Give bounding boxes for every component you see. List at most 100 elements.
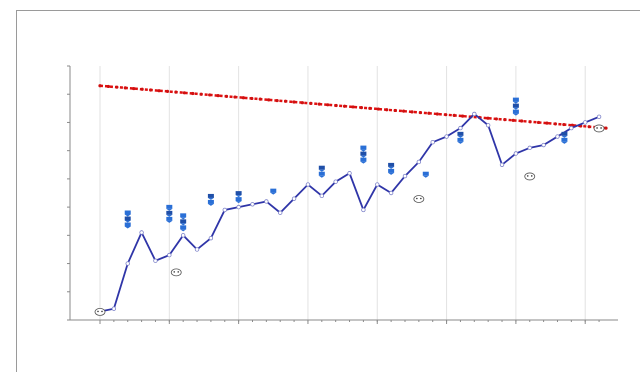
face-icon-head bbox=[524, 172, 536, 181]
flag-icon bbox=[270, 188, 277, 195]
target-point bbox=[216, 94, 220, 98]
flag-icon bbox=[422, 171, 429, 178]
actual-point bbox=[569, 125, 574, 131]
actual-point bbox=[583, 120, 588, 125]
flag-icon-tip bbox=[180, 223, 187, 226]
chart-frame bbox=[16, 10, 640, 372]
target-point bbox=[258, 97, 262, 101]
target-point bbox=[385, 108, 389, 112]
flag-icon-tip bbox=[388, 166, 395, 169]
face-icon-head bbox=[170, 268, 182, 277]
target-point bbox=[283, 99, 288, 103]
actual-point bbox=[416, 159, 422, 165]
target-point bbox=[149, 88, 153, 92]
flag-icon-tip bbox=[318, 169, 325, 172]
flag-icon-tip bbox=[318, 175, 325, 178]
target-point bbox=[267, 98, 271, 102]
target-point bbox=[444, 113, 448, 117]
target-point bbox=[292, 100, 296, 104]
face-icon-eye bbox=[97, 310, 99, 313]
flag-icon-block bbox=[166, 216, 173, 221]
target-point bbox=[224, 94, 229, 98]
target-point bbox=[410, 110, 414, 114]
flag-icon-tip bbox=[124, 220, 131, 223]
target-point bbox=[461, 114, 465, 118]
actual-point bbox=[222, 207, 227, 213]
flag-icon-tip bbox=[360, 155, 367, 158]
actual-point bbox=[430, 139, 435, 145]
face-icon-eye bbox=[173, 271, 176, 273]
flag-icon-block bbox=[235, 191, 242, 196]
target-point bbox=[98, 84, 102, 88]
face-icon bbox=[524, 172, 536, 181]
target-point bbox=[174, 90, 178, 94]
flag-icon-tip bbox=[457, 141, 464, 144]
flag-icon-block bbox=[512, 103, 519, 108]
actual-point bbox=[347, 171, 352, 176]
actual-point bbox=[333, 179, 338, 184]
flag-icon-tip bbox=[561, 135, 568, 138]
actual-point bbox=[458, 125, 463, 131]
face-icon-eye bbox=[420, 197, 422, 200]
flag-icon-tip bbox=[512, 101, 519, 104]
flag-icon-block bbox=[318, 165, 325, 170]
flag-icon-tip bbox=[388, 172, 395, 175]
target-point bbox=[191, 91, 195, 96]
flag-icon-tip bbox=[512, 113, 519, 116]
flag-icon bbox=[561, 131, 568, 144]
flag-icon-block bbox=[457, 137, 464, 142]
flag-icon-block bbox=[180, 219, 187, 224]
actual-point bbox=[305, 182, 311, 187]
flag-icon-block bbox=[124, 210, 131, 215]
flag-icon-block bbox=[561, 137, 568, 142]
target-point bbox=[309, 101, 313, 105]
flag-icon-tip bbox=[561, 141, 568, 144]
actual-point bbox=[139, 230, 144, 235]
actual-series bbox=[97, 111, 602, 314]
flag-icon-tip bbox=[235, 201, 242, 204]
face-icon-head bbox=[593, 124, 605, 133]
flag-icon-block bbox=[457, 131, 464, 136]
flag-icon-tip bbox=[207, 197, 214, 200]
actual-point bbox=[513, 151, 519, 156]
actual-point bbox=[153, 258, 158, 263]
flag-icon-block bbox=[512, 109, 519, 114]
target-point bbox=[140, 87, 144, 91]
flag-icon bbox=[512, 97, 519, 116]
target-point bbox=[587, 125, 591, 129]
flag-icon-block bbox=[166, 204, 173, 209]
target-point bbox=[182, 91, 186, 95]
actual-point bbox=[541, 142, 546, 148]
flag-icon bbox=[124, 210, 131, 229]
markers bbox=[94, 97, 605, 316]
target-point bbox=[545, 121, 549, 125]
target-point bbox=[359, 106, 364, 110]
actual-point bbox=[375, 182, 380, 187]
target-point bbox=[393, 108, 397, 113]
flag-icon bbox=[235, 191, 242, 204]
flag-icon-block bbox=[180, 213, 187, 218]
target-point bbox=[536, 120, 541, 125]
flag-icon-tip bbox=[457, 135, 464, 138]
flag-icon-block bbox=[180, 225, 187, 230]
flag-icon-block bbox=[388, 162, 395, 167]
face-icon-eye bbox=[177, 271, 180, 273]
actual-line bbox=[99, 112, 600, 313]
target-point bbox=[157, 89, 161, 93]
actual-point bbox=[111, 306, 117, 311]
flag-icon-block bbox=[512, 97, 519, 102]
face-icon-eye bbox=[530, 175, 533, 177]
actual-point bbox=[208, 235, 214, 241]
flag-icon-block bbox=[207, 199, 214, 204]
target-point bbox=[452, 113, 456, 117]
target-point bbox=[123, 86, 127, 90]
actual-point bbox=[388, 190, 394, 196]
face-icon bbox=[413, 195, 425, 203]
actual-point bbox=[444, 134, 449, 139]
flag-icon-tip bbox=[512, 107, 519, 110]
flag-icon-tip bbox=[360, 161, 367, 164]
target-point bbox=[562, 122, 566, 127]
face-icon-eye bbox=[600, 127, 602, 129]
face-icon bbox=[94, 307, 106, 316]
target-point bbox=[402, 109, 406, 113]
